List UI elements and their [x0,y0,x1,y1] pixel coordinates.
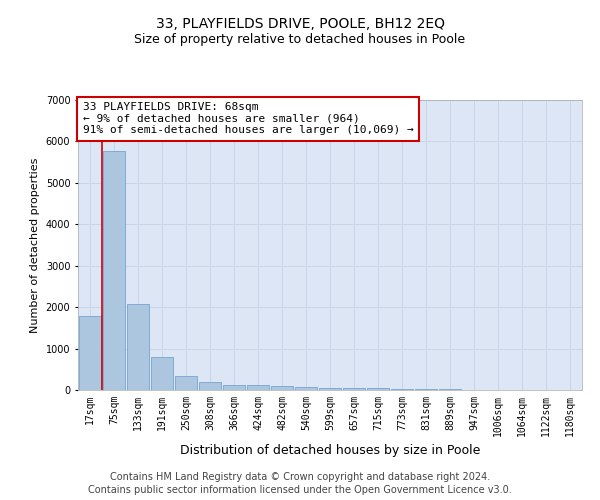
Bar [271,386,293,390]
Bar [247,386,269,390]
Bar [343,388,365,390]
Bar [151,357,173,390]
Bar [367,388,389,390]
Bar [199,382,221,390]
Bar [415,389,437,390]
Bar [391,389,413,390]
Text: Size of property relative to detached houses in Poole: Size of property relative to detached ho… [134,32,466,46]
Text: Contains HM Land Registry data © Crown copyright and database right 2024.: Contains HM Land Registry data © Crown c… [110,472,490,482]
X-axis label: Distribution of detached houses by size in Poole: Distribution of detached houses by size … [180,444,480,458]
Y-axis label: Number of detached properties: Number of detached properties [30,158,40,332]
Bar [295,386,317,390]
Text: 33 PLAYFIELDS DRIVE: 68sqm
← 9% of detached houses are smaller (964)
91% of semi: 33 PLAYFIELDS DRIVE: 68sqm ← 9% of detac… [83,102,413,136]
Text: 33, PLAYFIELDS DRIVE, POOLE, BH12 2EQ: 33, PLAYFIELDS DRIVE, POOLE, BH12 2EQ [155,18,445,32]
Text: Contains public sector information licensed under the Open Government Licence v3: Contains public sector information licen… [88,485,512,495]
Bar [319,388,341,390]
Bar [127,304,149,390]
Bar [223,385,245,390]
Bar [103,150,125,390]
Bar [79,316,101,390]
Bar [175,376,197,390]
